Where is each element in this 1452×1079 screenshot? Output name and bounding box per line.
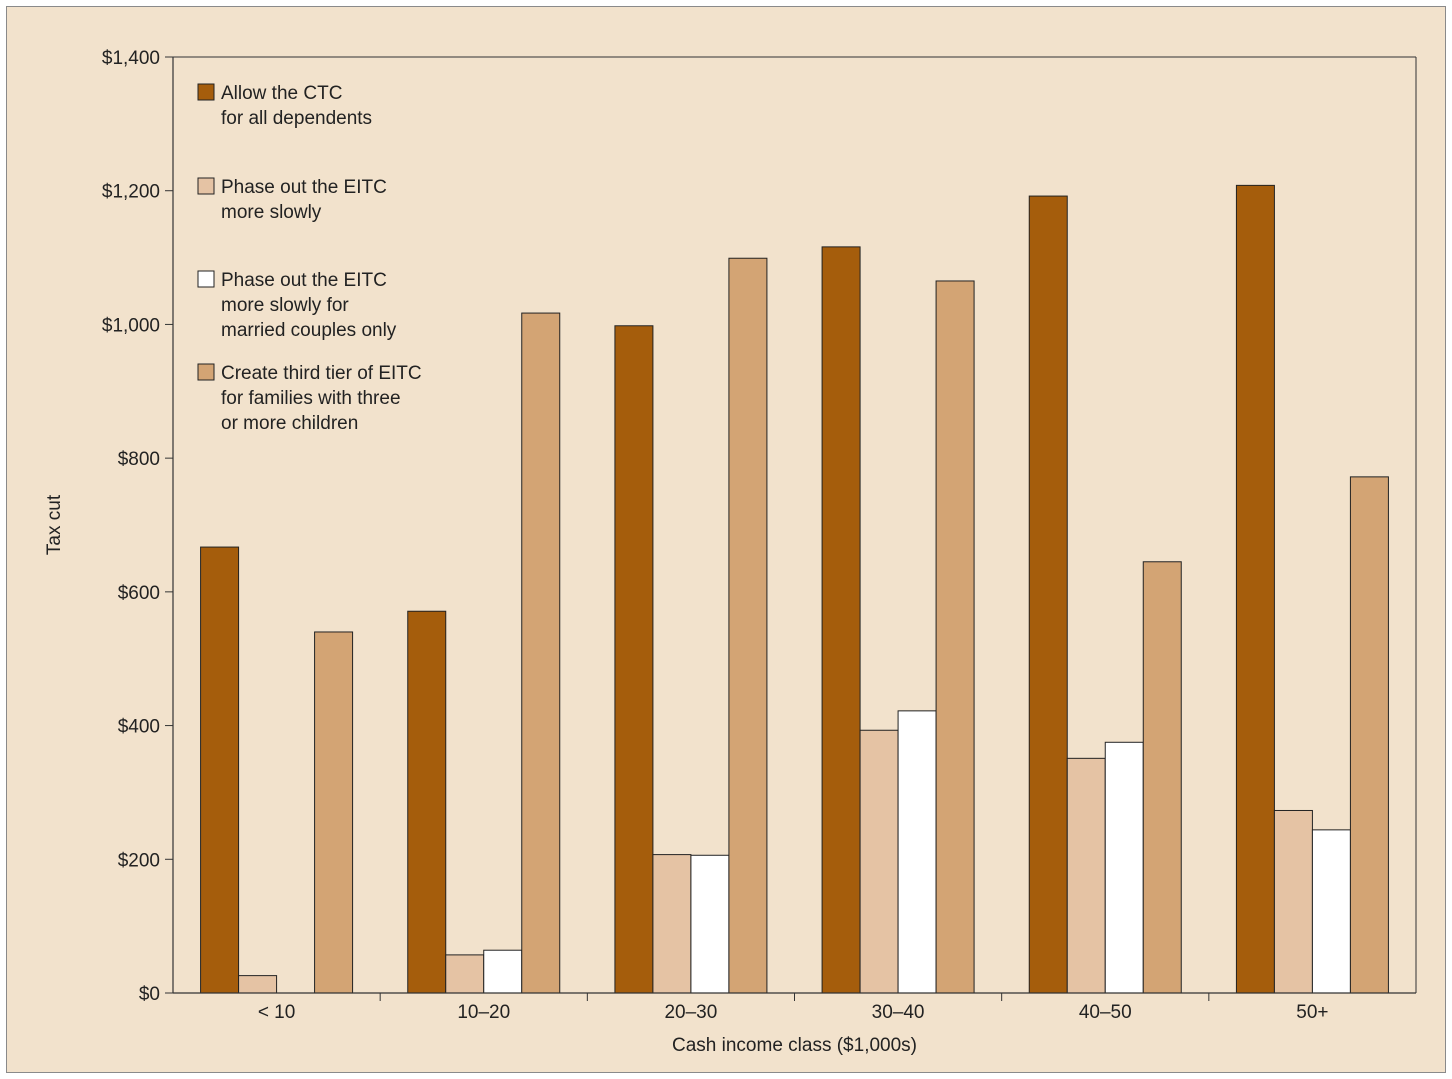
bar-4-4	[935, 280, 975, 994]
bar-3-3	[690, 854, 730, 994]
bar-3-5	[1104, 741, 1144, 994]
bar-1-3	[614, 325, 654, 994]
bar-3-4	[897, 710, 937, 994]
legend-label-4: or more children	[221, 413, 358, 434]
x-tick-label: 30–40	[872, 1002, 925, 1023]
legend-swatch-2	[197, 177, 215, 195]
legend-swatch-3	[197, 270, 215, 288]
legend-label-1: for all dependents	[221, 108, 372, 129]
bars-group	[200, 184, 1389, 994]
x-tick-label: 40–50	[1079, 1002, 1132, 1023]
plot-area	[173, 57, 1416, 993]
bar-1-1	[200, 546, 240, 994]
bar-2-4	[859, 729, 899, 994]
legend-label-3: Phase out the EITC	[221, 270, 387, 291]
y-tick-label: $1,000	[102, 315, 160, 336]
bar-4-5	[1142, 561, 1182, 994]
x-axis-title: Cash income class ($1,000s)	[672, 1035, 917, 1056]
x-tick-label: 10–20	[457, 1002, 510, 1023]
y-tick-label: $0	[139, 984, 160, 1005]
bar-2-2	[445, 954, 485, 994]
y-tick-label: $1,200	[102, 182, 160, 203]
ticks-group: $0 $200 $400 $600 $800 $1,000 $1,200 $1,400 < 10…	[102, 48, 1329, 1023]
y-tick-label: $200	[118, 850, 160, 871]
bar-4-2	[521, 312, 561, 994]
bar-4-1	[314, 631, 354, 994]
bar-2-1	[238, 975, 278, 994]
bar-1-5	[1028, 195, 1068, 994]
legend: Allow the CTC for all dependents Phase out…	[197, 83, 422, 434]
bar-3-2	[483, 949, 523, 994]
bar-1-2	[407, 610, 447, 994]
legend-label-2: Phase out the EITC	[221, 177, 387, 198]
x-tick-label: 20–30	[664, 1002, 717, 1023]
x-tick-label: < 10	[258, 1002, 296, 1023]
bar-4-3	[728, 257, 768, 994]
legend-swatch-1	[197, 83, 215, 101]
y-tick-label: $1,400	[102, 48, 160, 69]
legend-label-3: more slowly for	[221, 295, 349, 316]
bar-2-5	[1066, 757, 1106, 994]
legend-label-4: for families with three	[221, 388, 401, 409]
bar-4-6	[1349, 476, 1389, 994]
y-tick-label: $600	[118, 583, 160, 604]
y-axis-title: Tax cut	[44, 494, 65, 555]
legend-label-4: Create third tier of EITC	[221, 363, 422, 384]
legend-label-2: more slowly	[221, 202, 322, 223]
y-tick-label: $400	[118, 717, 160, 738]
x-tick-label: 50+	[1296, 1002, 1328, 1023]
bar-3-6	[1311, 829, 1351, 994]
bar-2-3	[652, 854, 692, 994]
bar-1-4	[821, 246, 861, 994]
legend-label-3: married couples only	[221, 320, 397, 341]
legend-label-1: Allow the CTC	[221, 83, 342, 104]
bar-2-6	[1273, 809, 1313, 994]
bar-1-6	[1235, 184, 1275, 994]
legend-swatch-4	[197, 363, 215, 381]
y-tick-label: $800	[118, 449, 160, 470]
